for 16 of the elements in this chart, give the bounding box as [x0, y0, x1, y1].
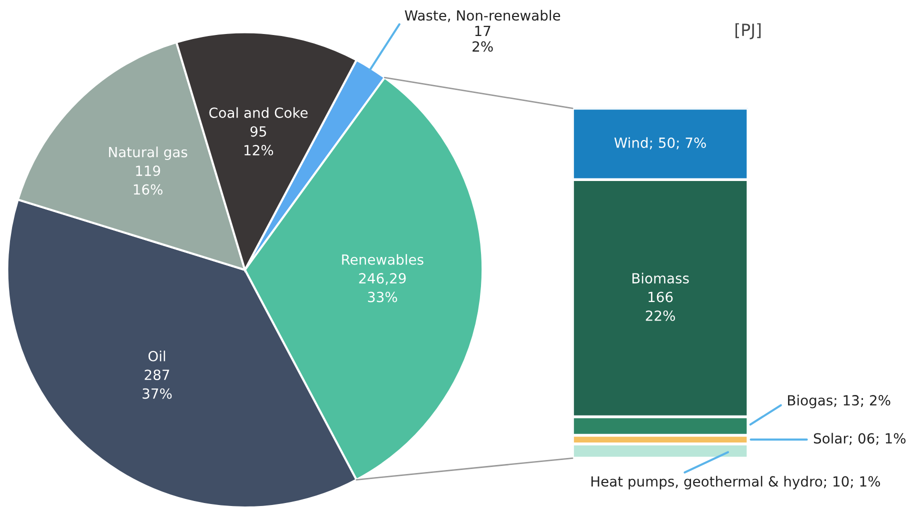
data-label: Biomass 166 22% [632, 272, 689, 321]
data-label: 95 12% [244, 126, 274, 156]
slice-label: Natural gas [109, 146, 188, 160]
slice-label: Coal and Coke [209, 107, 308, 118]
data-label: Solar; 06; 1% [814, 432, 906, 446]
data-label: Wind; 50; 7% [614, 137, 706, 150]
data-label: 246,29 33% [359, 273, 406, 302]
data-label: 17 2% [472, 26, 493, 52]
data-label: 287 37% [142, 370, 172, 399]
slice-label: Waste, Non-renewable [404, 10, 560, 22]
data-label: Heat pumps, geothermal & hydro; 10; 1% [591, 476, 880, 490]
slice-label: Renewables [342, 254, 424, 265]
data-label: 119 16% [134, 166, 162, 195]
text: [PJ] [736, 23, 761, 40]
data-label: Biogas; 13; 2% [788, 394, 890, 408]
slice-label: Oil [148, 350, 166, 362]
